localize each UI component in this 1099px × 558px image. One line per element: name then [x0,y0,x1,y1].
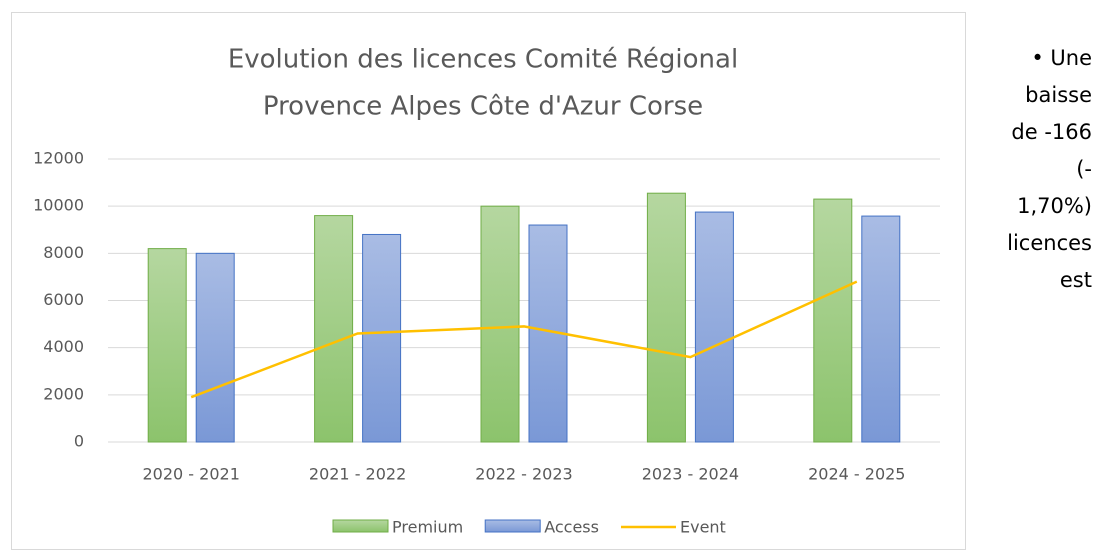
side-line: (- [1076,157,1092,181]
legend-swatch [332,519,389,533]
side-line: est [1059,268,1092,292]
bar [813,198,853,443]
side-line: de -166 [1011,120,1092,144]
y-tick-label: 4000 [43,337,84,356]
y-tick-label: 2000 [43,384,84,403]
bar [362,233,402,443]
legend-label: Access [544,518,599,537]
bar [861,215,901,443]
legend-label: Premium [392,518,463,537]
bar [314,215,354,443]
x-tick-label: 2023 - 2024 [642,465,739,484]
chart-title: Evolution des licences Comité Régional [228,45,738,75]
side-line: 1,70%) [1017,194,1092,218]
y-tick-label: 6000 [43,290,84,309]
chart: Evolution des licences Comité Régional P… [11,12,966,550]
side-line: licences [1007,231,1092,255]
x-tick-label: 2021 - 2022 [309,465,406,484]
side-line: • Une [1031,46,1092,70]
y-tick-label: 0 [74,432,84,451]
side-text: • Une baisse de -166 (- 1,70%) licences est [968,40,1092,299]
bar [646,192,686,443]
bar [694,211,734,443]
x-tick-label: 2020 - 2021 [143,465,240,484]
legend-swatch [484,519,541,533]
x-tick-label: 2024 - 2025 [808,465,905,484]
y-tick-label: 8000 [43,243,84,262]
y-tick-label: 10000 [33,196,84,215]
x-tick-label: 2022 - 2023 [475,465,572,484]
legend-label: Event [680,518,726,537]
bar [195,252,235,443]
y-tick-label: 12000 [33,149,84,168]
bar [147,248,187,443]
chart-title: Provence Alpes Côte d'Azur Corse [263,92,703,122]
bar [480,205,520,443]
side-line: baisse [1025,83,1092,107]
line [190,280,858,399]
